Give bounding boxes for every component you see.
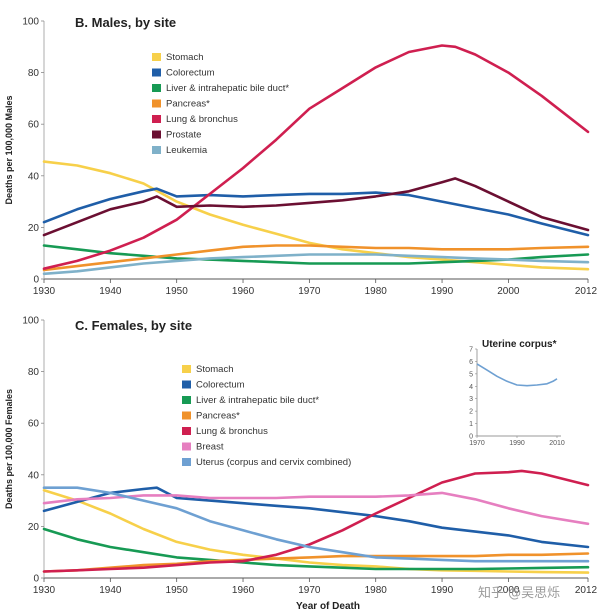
legend-swatch	[182, 365, 191, 373]
legend-swatch	[182, 427, 191, 435]
y-tick-label: 60	[28, 419, 40, 430]
x-tick-label: 1960	[232, 585, 255, 596]
legend-swatch	[152, 68, 161, 77]
series-line-uterus-corpus-and-cervix-combined	[42, 486, 590, 563]
y-tick-label: 80	[28, 367, 40, 378]
legend-label: Uterus (corpus and cervix combined)	[196, 457, 351, 468]
legend-swatch	[182, 396, 191, 404]
x-tick-label: 1980	[365, 585, 388, 596]
y-tick-label: 20	[28, 223, 40, 234]
y-tick-label: 80	[28, 68, 40, 79]
y-tick-label: 0	[33, 275, 39, 286]
series-line-pancreas	[42, 244, 590, 272]
x-tick-label: 1960	[232, 286, 255, 297]
x-tick-label: 1980	[365, 286, 388, 297]
x-tick-label: 2012	[575, 585, 598, 596]
series-line-pancreas	[42, 552, 590, 573]
inset-y-tick-label: 0	[469, 434, 473, 441]
x-tick-label: 1940	[99, 286, 122, 297]
y-tick-label: 100	[22, 17, 39, 28]
x-tick-label: 1970	[298, 585, 321, 596]
inset-x-tick-label: 1990	[509, 440, 525, 447]
series-line-breast	[42, 491, 590, 526]
inset-y-tick-label: 5	[469, 371, 473, 378]
y-tick-label: 40	[28, 171, 40, 182]
legend-label: Stomach	[196, 364, 234, 375]
legend-label: Liver & intrahepatic bile duct*	[196, 395, 319, 406]
legend-label: Liver & intrahepatic bile duct*	[166, 83, 289, 94]
inset-title: Uterine corpus*	[482, 339, 557, 350]
x-tick-label: 1930	[33, 585, 56, 596]
legend-label: Stomach	[166, 52, 204, 63]
x-tick-label: 1950	[166, 585, 189, 596]
chart-title: C. Females, by site	[75, 318, 192, 333]
x-tick-label: 1940	[99, 585, 122, 596]
x-tick-label: 2000	[497, 585, 520, 596]
legend-swatch	[182, 411, 191, 420]
legend-label: Lung & bronchus	[166, 114, 238, 125]
legend-label: Breast	[196, 442, 224, 453]
y-tick-label: 20	[28, 522, 40, 533]
series-line-leukemia	[42, 253, 590, 276]
x-axis-label: Year of Death	[296, 601, 360, 612]
watermark-text: 知乎 @吴思烁	[478, 585, 560, 601]
legend-label: Prostate	[166, 130, 201, 141]
inset-y-tick-label: 6	[469, 359, 473, 366]
y-axis-label: Deaths per 100,000 Males	[4, 95, 14, 204]
x-tick-label: 1990	[431, 286, 454, 297]
inset-background	[459, 333, 569, 452]
legend-swatch	[182, 380, 191, 389]
legend-swatch	[152, 146, 161, 154]
legend-label: Pancreas*	[196, 411, 240, 422]
x-tick-label: 1930	[33, 286, 56, 297]
y-tick-label: 60	[28, 120, 40, 131]
inset-y-tick-label: 4	[469, 384, 473, 391]
legend-label: Lung & bronchus	[196, 426, 268, 437]
legend-swatch	[152, 130, 161, 139]
chart-title: B. Males, by site	[75, 15, 176, 30]
series-line-stomach	[42, 489, 590, 574]
series-line-colorectum	[42, 187, 590, 237]
series-line-stomach	[42, 160, 590, 271]
x-tick-label: 1970	[298, 286, 321, 297]
legend-label: Pancreas*	[166, 99, 210, 110]
legend-swatch	[152, 53, 161, 61]
legend-swatch	[152, 115, 161, 123]
x-tick-label: 2012	[575, 286, 598, 297]
series-line-liver-intrahepatic-bile-duct	[42, 244, 590, 265]
legend-swatch	[182, 442, 191, 451]
y-tick-label: 40	[28, 470, 40, 481]
inset-series-line	[476, 363, 558, 387]
legend-swatch	[152, 84, 161, 92]
legend-swatch	[182, 458, 191, 466]
legend-label: Leukemia	[166, 145, 208, 156]
inset-y-tick-label: 3	[469, 396, 473, 403]
series-line-colorectum	[42, 486, 590, 549]
legend-label: Colorectum	[166, 68, 215, 79]
series-line-liver-intrahepatic-bile-duct	[42, 527, 590, 571]
inset-x-tick-label: 2010	[549, 440, 565, 447]
inset-x-tick-label: 1970	[469, 440, 485, 447]
series-line-lung-bronchus	[42, 44, 590, 270]
inset-y-tick-label: 7	[469, 347, 473, 354]
inset-y-tick-label: 2	[469, 409, 473, 416]
x-tick-label: 2000	[497, 286, 520, 297]
x-tick-label: 1950	[166, 286, 189, 297]
series-line-lung-bronchus	[42, 469, 590, 573]
legend-swatch	[152, 99, 161, 108]
y-tick-label: 0	[33, 574, 39, 585]
y-axis-label: Deaths per 100,000 Females	[4, 389, 14, 509]
series-line-prostate	[42, 177, 590, 237]
x-tick-label: 1990	[431, 585, 454, 596]
y-tick-label: 100	[22, 316, 39, 327]
inset-y-tick-label: 1	[469, 421, 473, 428]
legend-label: Colorectum	[196, 380, 245, 391]
